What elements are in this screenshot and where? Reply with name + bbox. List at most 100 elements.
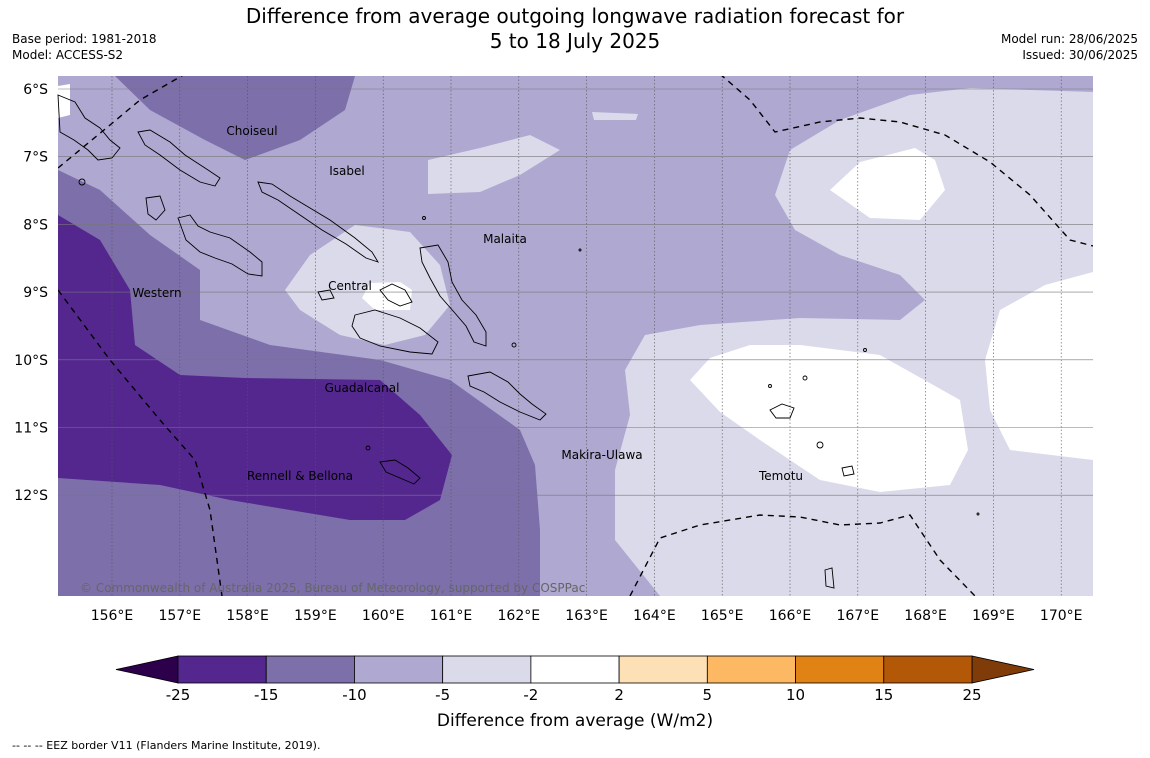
coast-islet-3 xyxy=(768,384,772,388)
region-label: Choiseul xyxy=(226,124,277,138)
lat-tick-label: 6°S xyxy=(23,82,48,98)
eez-borders xyxy=(58,76,1093,596)
meta-left: Base period: 1981-2018 Model: ACCESS-S2 xyxy=(12,31,157,63)
region-label: Rennell & Bellona xyxy=(247,469,353,483)
colorbar-segment xyxy=(795,655,885,684)
coast-rennell xyxy=(379,459,421,485)
coast-new-georgia xyxy=(177,214,263,277)
lon-tick-label: 166°E xyxy=(769,608,812,624)
region-label: Malaita xyxy=(483,232,527,246)
field-minus2-minus5-east xyxy=(615,88,1093,596)
coast-florida-islands xyxy=(379,283,413,307)
region-label: Guadalcanal xyxy=(325,381,400,395)
field-neutral-east xyxy=(985,272,1093,460)
lon-tick-label: 165°E xyxy=(701,608,744,624)
lat-tick-label: 7°S xyxy=(23,150,48,166)
eez-border-ne xyxy=(721,76,1093,247)
coast-malaita xyxy=(419,244,487,347)
lon-tick-label: 167°E xyxy=(837,608,880,624)
region-label: Isabel xyxy=(329,164,364,178)
title-line-1: Difference from average outgoing longwav… xyxy=(245,4,905,28)
lat-tick-label: 12°S xyxy=(14,488,48,504)
colorbar-tick-label: 5 xyxy=(703,686,713,704)
coast-makira xyxy=(467,371,547,421)
coast-russell-islands xyxy=(317,289,335,301)
colorbar-segment xyxy=(883,655,973,684)
eez-border-nw xyxy=(58,76,183,169)
coast-islet-8 xyxy=(976,512,980,516)
region-label: Makira-Ulawa xyxy=(561,448,642,462)
coast-islet-7 xyxy=(863,348,867,352)
region-label: Temotu xyxy=(758,469,803,483)
coast-islet-6 xyxy=(365,445,371,451)
region-labels: Choiseul Isabel Malaita Western Central Guada… xyxy=(132,124,803,483)
field-neutral-central xyxy=(362,282,412,310)
coast-islet-2 xyxy=(802,375,808,381)
map-title: Difference from average outgoing longwav… xyxy=(0,4,1150,54)
meta-right: Model run: 28/06/2025 Issued: 30/06/2025 xyxy=(1001,31,1138,63)
colorbar-segment xyxy=(618,655,708,684)
lon-tick-label: 159°E xyxy=(294,608,337,624)
coast-islet-4 xyxy=(511,342,517,348)
lon-tick-label: 160°E xyxy=(362,608,405,624)
coastlines xyxy=(57,94,980,589)
lon-tick-label: 162°E xyxy=(498,608,541,624)
field-minus2-minus5-small xyxy=(592,112,638,120)
colorbar-tick-label: -25 xyxy=(166,686,191,704)
lat-tick-label: 9°S xyxy=(23,285,48,301)
colorbar-tick-label: 2 xyxy=(614,686,624,704)
copyright-text: © Commonwealth of Australia 2025, Bureau… xyxy=(80,581,585,595)
coast-vella-lavella xyxy=(145,195,166,221)
colorbar-segment xyxy=(442,655,532,684)
longitude-tick-labels: 156°E 157°E 158°E 159°E 160°E 161°E 162°E 163°E… xyxy=(91,608,1083,624)
colorbar-tick-label: -2 xyxy=(523,686,538,704)
field-neutral-topleft xyxy=(58,84,70,118)
field-minus10-minus15-north xyxy=(115,76,355,160)
colorbar-segment xyxy=(265,655,355,684)
colorbar-extend-high xyxy=(971,655,1035,684)
lon-tick-label: 158°E xyxy=(226,608,269,624)
eez-border-sw xyxy=(58,289,223,596)
lon-tick-label: 156°E xyxy=(91,608,134,624)
lon-tick-label: 164°E xyxy=(633,608,676,624)
field-minus2-minus5-north xyxy=(428,135,560,194)
lon-tick-label: 168°E xyxy=(904,608,947,624)
colorbar-label: Difference from average (W/m2) xyxy=(437,711,713,731)
coast-santa-cruz xyxy=(769,403,795,419)
region-label: Western xyxy=(132,286,181,300)
colorbar-tick-label: 10 xyxy=(786,686,805,704)
colorbar: -25 -15 -10 -5 -2 2 5 10 15 25 xyxy=(115,655,1035,704)
colorbar-tick-label: -10 xyxy=(342,686,367,704)
field-neutral-temotu xyxy=(690,345,968,492)
lat-tick-label: 8°S xyxy=(23,217,48,233)
coast-islet-9 xyxy=(578,248,582,252)
coast-guadalcanal xyxy=(351,309,439,355)
coast-vanikoro xyxy=(824,567,835,589)
colorbar-extend-low xyxy=(115,655,179,684)
colorbar-segment xyxy=(530,655,620,684)
lat-tick-label: 11°S xyxy=(14,421,48,437)
lon-tick-label: 157°E xyxy=(159,608,202,624)
title-line-2: 5 to 18 July 2025 xyxy=(489,29,661,53)
lat-tick-label: 10°S xyxy=(14,353,48,369)
colorbar-tick-label: -5 xyxy=(435,686,450,704)
coast-utupua xyxy=(841,465,855,477)
contour-fields xyxy=(58,76,1093,596)
lon-tick-label: 161°E xyxy=(430,608,473,624)
field-minus15-minus25 xyxy=(58,215,452,520)
model-run: Model run: 28/06/2025 xyxy=(1000,32,1138,46)
colorbar-segment xyxy=(177,655,267,684)
issued-date: Issued: 30/06/2025 xyxy=(1022,48,1138,62)
lon-tick-label: 163°E xyxy=(565,608,608,624)
colorbar-segment xyxy=(706,655,796,684)
lon-tick-label: 169°E xyxy=(972,608,1015,624)
lon-tick-label: 170°E xyxy=(1040,608,1083,624)
coast-islet-1 xyxy=(816,441,824,449)
coast-islet-10 xyxy=(78,178,86,186)
colorbar-tick-label: 15 xyxy=(874,686,893,704)
base-period: Base period: 1981-2018 xyxy=(12,32,157,46)
colorbar-tick-label: 25 xyxy=(962,686,981,704)
field-neutral-northeast xyxy=(830,148,945,220)
coast-choiseul xyxy=(137,129,221,187)
